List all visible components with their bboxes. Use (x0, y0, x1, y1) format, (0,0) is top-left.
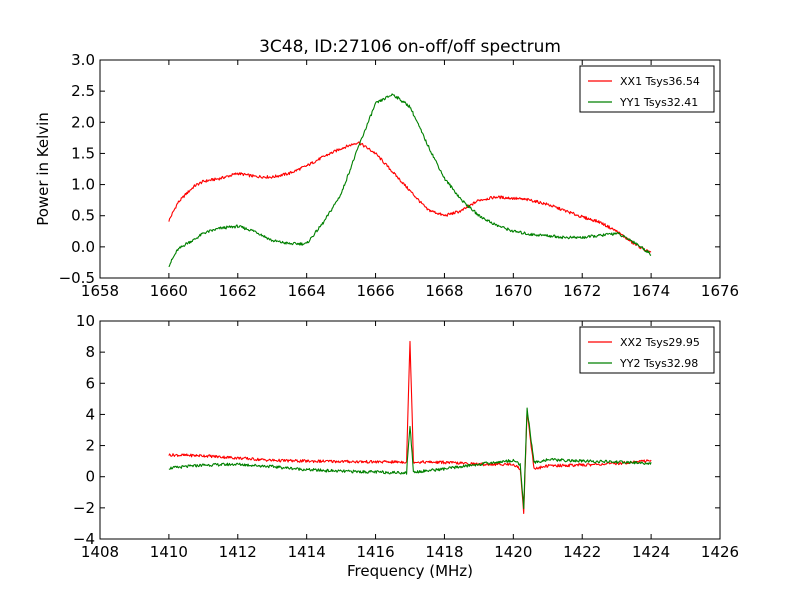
legend-box (579, 65, 715, 113)
x-tick-label: 1658 (81, 282, 119, 300)
x-axis-title: Frequency (MHz) (347, 562, 473, 580)
x-tick-label: 1422 (563, 543, 601, 561)
y-tick-label: 3.0 (71, 51, 95, 69)
legend: XX2 Tsys29.95 YY2 Tsys32.98 (579, 326, 715, 374)
legend-entry-label: YY1 Tsys32.41 (619, 96, 698, 109)
legend: XX1 Tsys36.54 YY1 Tsys32.41 (579, 65, 715, 113)
y-tick-label: 8 (85, 343, 95, 361)
y-tick-label: 4 (85, 405, 95, 423)
series-line-1 (168, 141, 652, 253)
y-tick-label: 10 (76, 312, 95, 330)
x-tick-label: 1410 (150, 543, 188, 561)
y-tick-label: 1.5 (71, 144, 95, 162)
y-tick-label: 0.0 (71, 238, 95, 256)
x-tick-label: 1414 (288, 543, 326, 561)
y-tick-label: 1.0 (71, 176, 95, 194)
chart-title: 3C48, ID:27106 on-off/off spectrum (259, 37, 561, 57)
y-tick-label: 0 (85, 468, 95, 486)
x-tick-label: 1426 (701, 543, 739, 561)
x-tick-label: 1416 (356, 543, 394, 561)
legend-entry-label: YY2 Tsys32.98 (619, 357, 698, 370)
x-tick-label: 1674 (632, 282, 670, 300)
x-tick-label: 1670 (494, 282, 532, 300)
x-tick-label: 1668 (425, 282, 463, 300)
series-group (168, 340, 652, 515)
panel-2: 1408 1410 1412 1414 1416 1418 1420 1422 1424 1426… (73, 312, 739, 580)
x-tick-label: 1662 (219, 282, 257, 300)
series-group (168, 93, 652, 268)
series-line-2 (168, 407, 652, 510)
x-tick-label: 1408 (81, 543, 119, 561)
x-tick-label: 1424 (632, 543, 670, 561)
legend-entry-label: XX1 Tsys36.54 (620, 75, 700, 88)
y-tick-label: 2 (85, 437, 95, 455)
x-tick-label: 1664 (288, 282, 326, 300)
series-line-2 (168, 93, 652, 268)
y-tick-label: 6 (85, 374, 95, 392)
legend-entry-label: XX2 Tsys29.95 (620, 336, 700, 349)
x-tick-label: 1676 (701, 282, 739, 300)
x-tick-label: 1660 (150, 282, 188, 300)
plot-frame (99, 320, 721, 540)
y-tick-label: −0.5 (59, 269, 95, 287)
plot-frame (99, 59, 721, 279)
x-tick-label: 1666 (356, 282, 394, 300)
x-tick-label: 1672 (563, 282, 601, 300)
panel-1: 1658 1660 1662 1664 1666 1668 1670 1672 1674 1676… (34, 51, 739, 300)
x-tick-label: 1418 (425, 543, 463, 561)
y-tick-label: 2.5 (71, 82, 95, 100)
legend-box (579, 326, 715, 374)
y-tick-label: 2.0 (71, 113, 95, 131)
y-tick-label: 0.5 (71, 207, 95, 225)
y-tick-label: −4 (73, 530, 95, 548)
y-tick-label: −2 (73, 499, 95, 517)
x-tick-label: 1412 (219, 543, 257, 561)
x-tick-label: 1420 (494, 543, 532, 561)
y-axis-title: Power in Kelvin (34, 112, 52, 226)
series-line-1 (168, 340, 652, 515)
